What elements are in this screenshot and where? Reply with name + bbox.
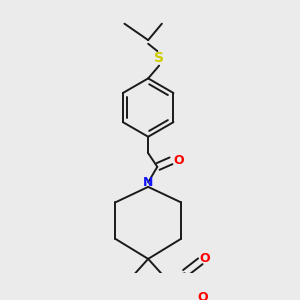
Text: N: N bbox=[143, 176, 153, 189]
Text: S: S bbox=[154, 51, 164, 65]
Text: O: O bbox=[174, 154, 184, 167]
Text: O: O bbox=[198, 291, 208, 300]
Text: O: O bbox=[200, 252, 210, 266]
